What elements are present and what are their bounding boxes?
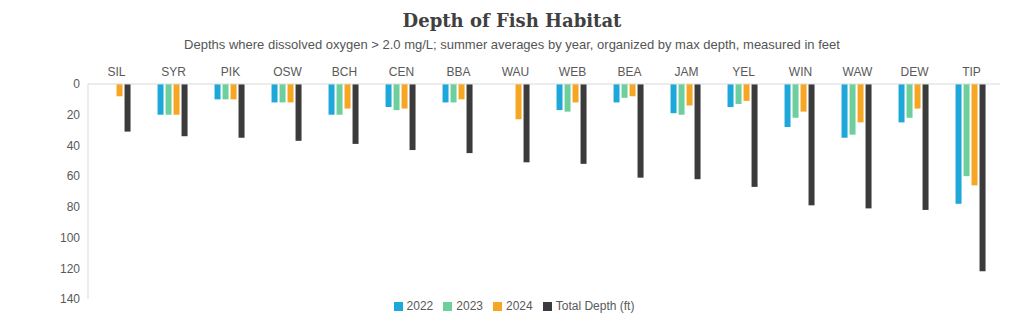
html-text:Depth of Fish Habitat: Depth of Fish Habitat xyxy=(402,10,622,31)
svg-text:120: 120 xyxy=(60,262,80,276)
svg-text:140: 140 xyxy=(60,292,80,306)
svg-text:60: 60 xyxy=(67,169,81,183)
svg-text:WIN: WIN xyxy=(789,65,812,79)
svg-text:CEN: CEN xyxy=(389,65,414,79)
svg-text:WEB: WEB xyxy=(559,65,586,79)
svg-text:BBA: BBA xyxy=(446,65,470,79)
svg-text:YEL: YEL xyxy=(732,65,755,79)
svg-text:WAW: WAW xyxy=(843,65,873,79)
html-text:2022: 2022 xyxy=(406,299,434,313)
svg-text:SIL: SIL xyxy=(107,65,125,79)
svg-text:BCH: BCH xyxy=(332,65,357,79)
html-text:2024: 2024 xyxy=(506,299,533,313)
svg-text:0: 0 xyxy=(73,77,80,91)
svg-text:BEA: BEA xyxy=(617,65,641,79)
html-text:Total Depth (ft): Total Depth (ft) xyxy=(555,299,635,313)
svg-text:PIK: PIK xyxy=(221,65,240,79)
svg-text:TIP: TIP xyxy=(962,65,981,79)
svg-text:100: 100 xyxy=(60,231,80,245)
svg-text:20: 20 xyxy=(67,108,81,122)
svg-text:40: 40 xyxy=(67,139,81,153)
html-text:Depths where dissolved oxygen: Depths where dissolved oxygen > 2.0 mg/L… xyxy=(184,37,840,52)
svg-text:DEW: DEW xyxy=(901,65,930,79)
svg-text:JAM: JAM xyxy=(675,65,699,79)
svg-text:WAU: WAU xyxy=(502,65,530,79)
html-text:2023: 2023 xyxy=(456,299,483,313)
svg-text:SYR: SYR xyxy=(161,65,186,79)
svg-text:OSW: OSW xyxy=(273,65,302,79)
svg-text:80: 80 xyxy=(67,200,81,214)
